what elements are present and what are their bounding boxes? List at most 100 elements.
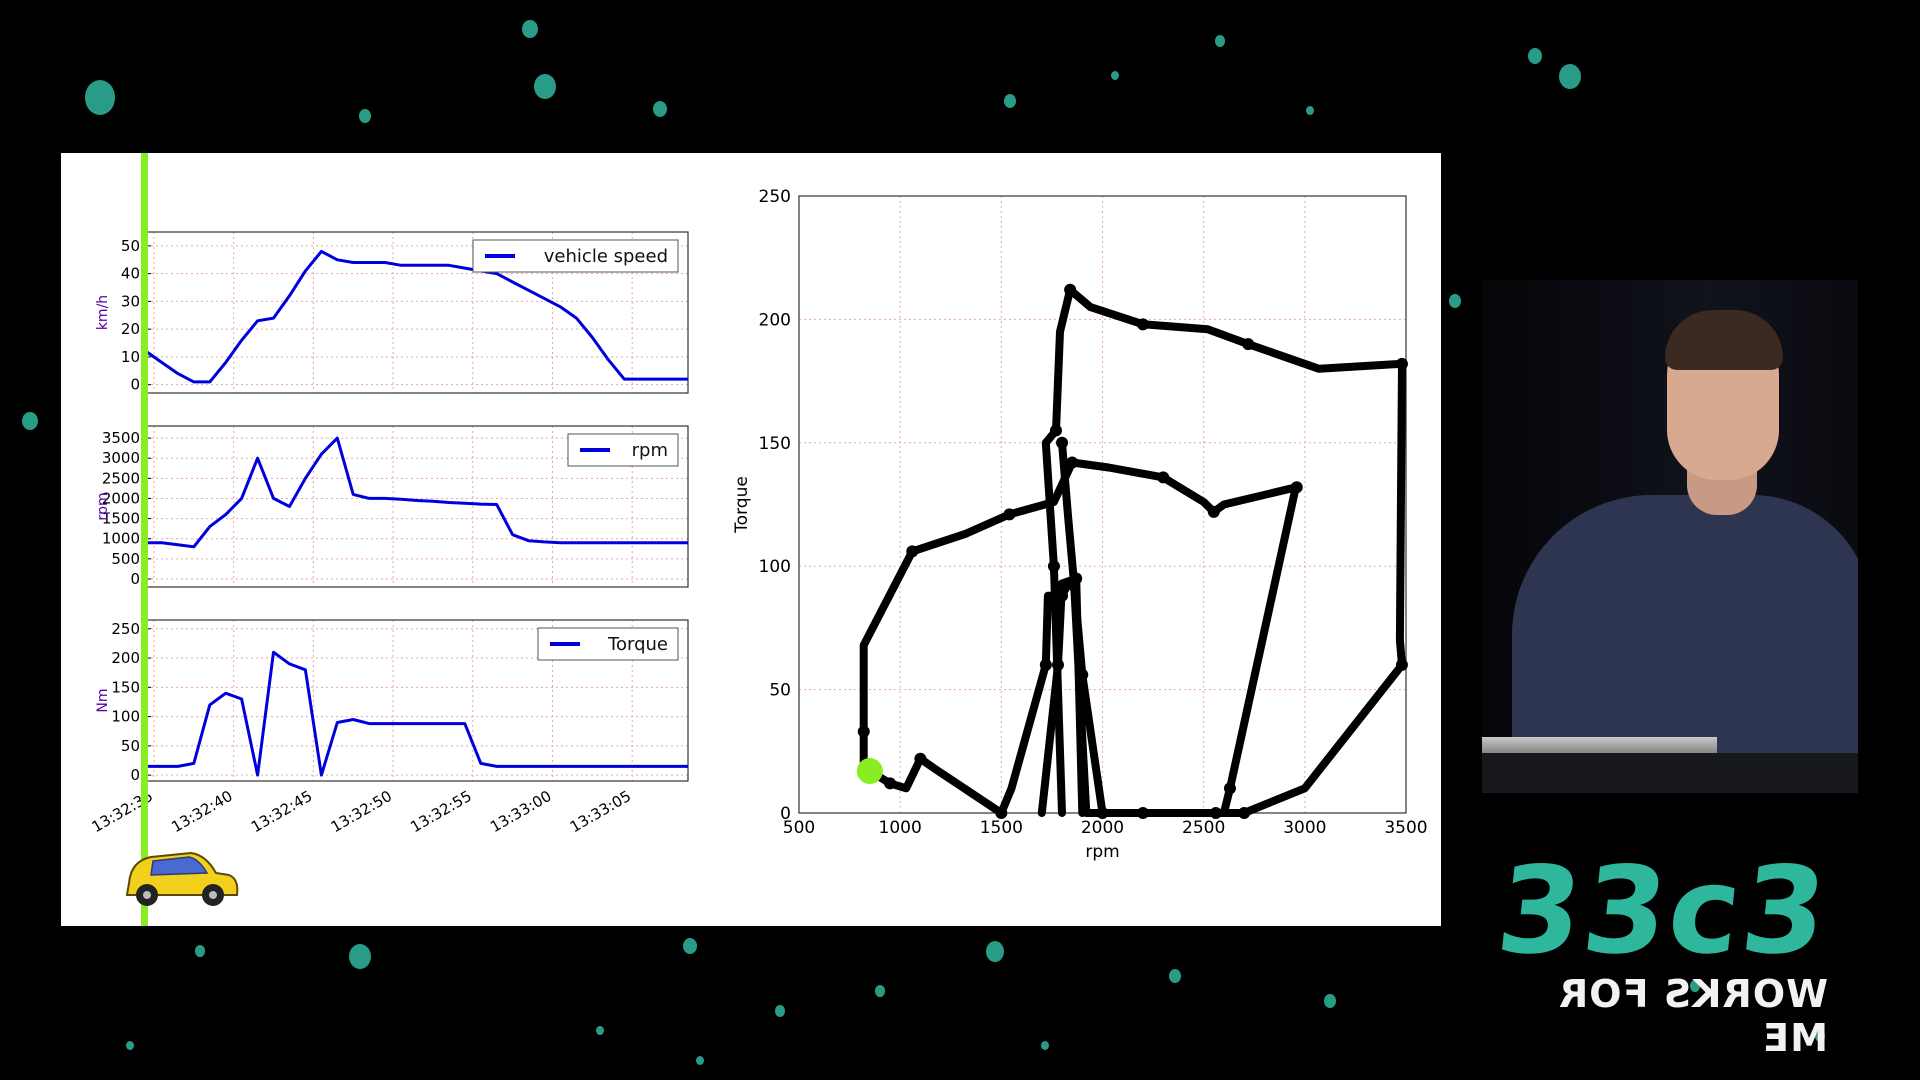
- trajectory-point: [1136, 807, 1149, 819]
- speaker-camera: [1482, 280, 1858, 793]
- ytick-label: 50: [769, 681, 791, 701]
- y-axis-label: rpm: [95, 492, 111, 520]
- ytick-label: 3000: [102, 449, 140, 467]
- ytick-label: 150: [111, 678, 140, 696]
- trajectory-path: [1041, 285, 1406, 817]
- y-axis-label: Torque: [732, 476, 752, 534]
- paint-splat: [85, 80, 115, 115]
- series-line: [145, 249, 688, 384]
- paint-splat: [534, 74, 556, 100]
- paint-splat: [1306, 106, 1314, 116]
- ytick-label: 1000: [102, 530, 140, 548]
- legend-label: vehicle speed: [544, 246, 668, 267]
- logo-sub-mirrored: WORKS FOR ME: [1557, 972, 1828, 1060]
- ytick-label: 20: [121, 320, 140, 338]
- paint-splat: [522, 20, 538, 39]
- paint-splat: [683, 938, 697, 955]
- series-line: [146, 650, 688, 777]
- time-tick-label: 13:32:50: [328, 787, 395, 836]
- trajectory-point: [1157, 471, 1170, 484]
- time-tick-label: 13:32:45: [248, 787, 315, 836]
- y-axis-label: km/h: [95, 295, 111, 330]
- logo-sub-text: WORKS FOR ME: [1516, 972, 1828, 1060]
- trajectory-point: [1290, 481, 1303, 494]
- trajectory-point: [1056, 436, 1069, 449]
- current-position-marker: [856, 758, 883, 785]
- trajectory-point: [1395, 357, 1408, 370]
- ytick-label: 200: [111, 649, 140, 667]
- xtick-label: 500: [783, 818, 815, 838]
- trajectory-point: [1242, 338, 1255, 351]
- paint-splat: [195, 945, 205, 957]
- ytick-label: 250: [759, 187, 791, 207]
- ytick-label: 0: [780, 804, 791, 824]
- trajectory-point: [1064, 283, 1077, 296]
- paint-splat: [1528, 48, 1542, 65]
- trajectory-point: [1395, 658, 1408, 671]
- ytick-label: 250: [111, 620, 140, 638]
- ytick-label: 3500: [102, 429, 140, 447]
- ytick-label: 1500: [102, 510, 140, 528]
- ytick-label: 500: [111, 550, 140, 568]
- x-axis-label: rpm: [1085, 842, 1119, 862]
- legend-label: rpm: [632, 440, 668, 461]
- trajectory-point: [1066, 456, 1079, 469]
- trajectory-path: [859, 458, 1301, 817]
- laptop: [1482, 737, 1717, 755]
- plot-frame: [798, 195, 1407, 814]
- paint-splat: [22, 412, 38, 431]
- time-tick-label: 13:32:40: [168, 787, 235, 836]
- xtick-label: 3500: [1384, 818, 1427, 838]
- paint-splat: [359, 109, 371, 123]
- ytick-label: 100: [759, 557, 791, 577]
- paint-splat: [653, 101, 667, 118]
- timeseries-panel-0: 0 10 20 30 40 50 km/h vehicle speed: [95, 231, 689, 394]
- paint-splat: [1690, 980, 1700, 992]
- paint-splat: [349, 944, 371, 970]
- timeseries-panel-1: 0 500 1000 1500 2000 2500 3000 3500 rpm rpm: [95, 425, 689, 588]
- paint-splat: [596, 1026, 604, 1036]
- car-hub: [143, 891, 151, 899]
- ytick-label: 150: [759, 434, 791, 454]
- xtick-label: 3000: [1283, 818, 1326, 838]
- paint-splat: [1449, 294, 1461, 308]
- trajectory-point: [1238, 807, 1251, 819]
- rpm-torque-chart: 500 1000 1500 2000 2500 3000 3500 0 50 100 150 200 2…: [732, 187, 1428, 862]
- ytick-label: 2000: [102, 489, 140, 507]
- trajectory-point: [995, 807, 1008, 819]
- ytick-label: 10: [121, 348, 140, 366]
- xtick-label: 1500: [980, 818, 1023, 838]
- paint-splat: [1215, 35, 1225, 47]
- paint-splat: [1111, 71, 1119, 81]
- ytick-label: 200: [759, 310, 791, 330]
- time-tick-label: 13:33:05: [567, 787, 634, 836]
- trajectory-point: [1207, 505, 1220, 518]
- paint-splat: [1041, 1041, 1049, 1051]
- conference-logo: 33c3 WORKS FOR ME: [1491, 842, 1835, 1060]
- car-icon: [125, 851, 239, 906]
- ytick-label: 100: [111, 708, 140, 726]
- paint-splat: [126, 1041, 134, 1051]
- ytick-label: 0: [130, 376, 140, 394]
- presentation-slide: 0 10 20 30 40 50 km/h vehicle speed 0 500 1000 1500…: [61, 153, 1441, 926]
- xtick-label: 2000: [1081, 818, 1124, 838]
- ytick-label: 50: [121, 237, 140, 255]
- ytick-label: 50: [121, 737, 140, 755]
- paint-splat: [1169, 969, 1181, 983]
- paint-splat: [986, 941, 1004, 962]
- paint-splat: [775, 1005, 785, 1017]
- ytick-label: 0: [130, 766, 140, 784]
- trajectory-point: [1049, 424, 1062, 437]
- paint-splat: [1324, 994, 1336, 1008]
- paint-splat: [1815, 1030, 1825, 1042]
- xtick-label: 1000: [879, 818, 922, 838]
- trajectory-point: [1076, 668, 1089, 681]
- ytick-label: 40: [121, 265, 140, 283]
- logo-main-text: 33c3: [1490, 842, 1835, 981]
- paint-splat: [1004, 94, 1016, 108]
- car-window: [150, 856, 209, 876]
- timeseries-panel-2: 0 50 100 150 200 250 Nm Torque: [95, 619, 689, 784]
- trajectory-point: [906, 545, 919, 558]
- trajectory-point: [1223, 782, 1236, 795]
